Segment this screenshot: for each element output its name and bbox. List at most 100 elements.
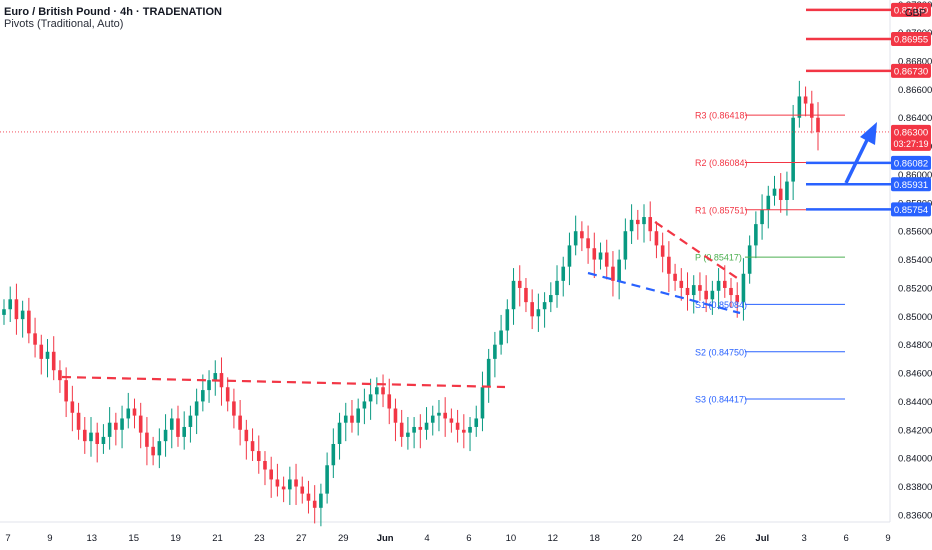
candle-body bbox=[561, 266, 566, 281]
candle-body bbox=[468, 426, 472, 433]
candle-body bbox=[412, 426, 416, 433]
candle-body bbox=[778, 188, 783, 201]
candle-body bbox=[33, 333, 37, 345]
candle-body bbox=[654, 231, 659, 246]
x-tick-label: 3 bbox=[802, 533, 807, 544]
x-tick-label: 6 bbox=[843, 533, 848, 544]
candle-body bbox=[45, 351, 50, 359]
candle-body bbox=[430, 415, 435, 423]
candle-body bbox=[312, 500, 317, 508]
candle-body bbox=[244, 429, 249, 442]
candle-body bbox=[542, 302, 547, 310]
y-tick-label: 0.83800 bbox=[898, 482, 932, 493]
candle-body bbox=[816, 117, 820, 132]
candle-body bbox=[114, 422, 118, 430]
candle-body bbox=[735, 295, 740, 303]
candle-body bbox=[8, 299, 13, 310]
pivot-label: R2 (0.86084) bbox=[695, 158, 748, 168]
x-tick-label: 10 bbox=[506, 533, 517, 544]
candle-body bbox=[760, 209, 764, 225]
candle-body bbox=[747, 245, 752, 274]
candle-body bbox=[387, 394, 392, 409]
price-tag-label: 0.87160 bbox=[894, 5, 928, 16]
x-tick-label: 18 bbox=[589, 533, 600, 544]
candle-body bbox=[269, 469, 273, 480]
x-tick-label: 20 bbox=[631, 533, 642, 544]
y-tick-label: 0.83600 bbox=[898, 510, 932, 521]
pivot-label: R3 (0.86418) bbox=[695, 111, 748, 121]
currency-label: GBP bbox=[904, 8, 926, 19]
candle-body bbox=[250, 441, 255, 452]
pivot-label: P (0.85417) bbox=[695, 253, 742, 263]
candle-body bbox=[331, 443, 336, 466]
candle-body bbox=[368, 394, 373, 402]
x-tick-label: 12 bbox=[547, 533, 558, 544]
y-tick-label: 0.84600 bbox=[898, 369, 932, 380]
candle-body bbox=[797, 96, 802, 118]
candle-body bbox=[536, 309, 541, 317]
candle-body bbox=[691, 285, 696, 296]
candle-body bbox=[580, 231, 584, 239]
candle-body bbox=[306, 493, 311, 501]
candle-body bbox=[741, 273, 746, 303]
candle-body bbox=[486, 358, 491, 388]
candle-body bbox=[455, 422, 460, 430]
candle-body bbox=[803, 96, 808, 104]
price-tag-label: 0.85754 bbox=[894, 205, 928, 216]
pivot-label: S1 (0.85084) bbox=[695, 300, 747, 310]
x-tick-label: 4 bbox=[424, 533, 429, 544]
candle-body bbox=[462, 429, 466, 433]
candle-body bbox=[517, 280, 522, 288]
candle-body bbox=[82, 429, 87, 442]
candle-body bbox=[443, 412, 447, 419]
candle-body bbox=[685, 287, 690, 296]
x-tick-label: 21 bbox=[212, 533, 223, 544]
x-tick-label: 7 bbox=[5, 533, 10, 544]
candle-body bbox=[393, 408, 398, 423]
current-price-tag bbox=[891, 124, 931, 151]
pivot-label: S2 (0.84750) bbox=[695, 347, 747, 357]
candle-body bbox=[716, 280, 721, 291]
candle-body bbox=[710, 290, 715, 300]
candle-body bbox=[350, 415, 354, 423]
pivot-label: S3 (0.84417) bbox=[695, 395, 747, 405]
x-tick-label: 9 bbox=[47, 533, 52, 544]
price-tag-label: 0.85931 bbox=[894, 180, 928, 191]
y-tick-label: 0.85600 bbox=[898, 227, 932, 238]
x-tick-label: 6 bbox=[466, 533, 471, 544]
candle-body bbox=[120, 418, 124, 430]
indicator-legend: Pivots (Traditional, Auto) bbox=[4, 18, 124, 30]
x-tick-label: Jun bbox=[377, 533, 394, 544]
candle-body bbox=[772, 188, 777, 196]
price-tag bbox=[891, 202, 931, 217]
candle-body bbox=[406, 432, 410, 437]
price-tag-label: 0.86955 bbox=[894, 35, 928, 46]
y-tick-label: 0.84400 bbox=[898, 397, 932, 408]
candle-body bbox=[449, 418, 454, 423]
candle-body bbox=[232, 401, 236, 416]
candle-body bbox=[70, 401, 75, 413]
y-tick-label: 0.86000 bbox=[898, 170, 932, 181]
forecast-arrow-shaft bbox=[844, 137, 870, 184]
candle-body bbox=[549, 295, 553, 303]
candle-body bbox=[598, 252, 603, 260]
candle-body bbox=[660, 245, 665, 257]
candle-body bbox=[586, 238, 590, 249]
bar-countdown-label: 03:27:19 bbox=[893, 139, 928, 149]
price-axis[interactable] bbox=[891, 0, 932, 550]
price-tag-label: 0.86730 bbox=[894, 66, 928, 77]
candle-body bbox=[424, 422, 429, 430]
price-tag bbox=[891, 155, 931, 170]
candle-body bbox=[399, 422, 404, 437]
candle-body bbox=[785, 181, 789, 201]
candle-body bbox=[281, 486, 286, 490]
candle-body bbox=[27, 310, 31, 334]
candle-body bbox=[163, 429, 168, 442]
y-tick-label: 0.86800 bbox=[898, 56, 932, 67]
forecast-arrowhead-icon bbox=[860, 122, 877, 145]
candle-body bbox=[511, 280, 516, 310]
candle-body bbox=[567, 245, 572, 267]
candle-body bbox=[325, 465, 329, 494]
candle-body bbox=[219, 373, 224, 388]
